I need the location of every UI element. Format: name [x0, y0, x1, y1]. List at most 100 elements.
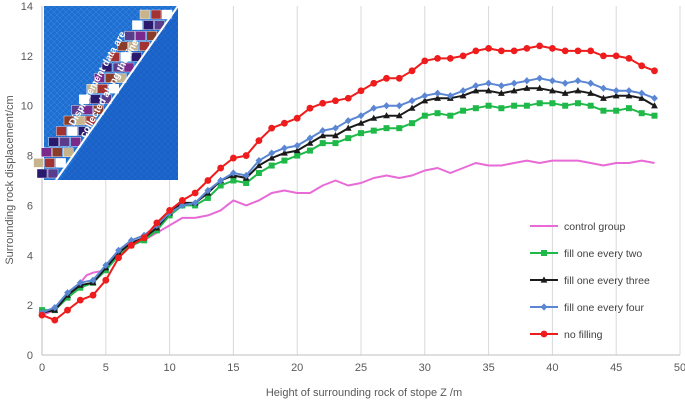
data-point: [293, 114, 301, 122]
data-point: [357, 87, 365, 95]
data-point: [497, 82, 505, 90]
inset-block: [48, 136, 59, 147]
data-point: [332, 97, 339, 105]
data-point: [370, 79, 378, 87]
data-point: [510, 87, 518, 94]
x-tick-labels: 0 5 10 15 20 25 30 35 40 45 50: [39, 362, 685, 374]
data-point: [561, 47, 569, 55]
data-point: [191, 189, 199, 197]
y-tick-6: 6: [27, 200, 33, 212]
x-tick-50: 50: [674, 362, 685, 374]
data-point: [485, 102, 492, 109]
data-point: [332, 140, 339, 147]
data-point: [549, 44, 556, 52]
inset-block: [82, 105, 93, 115]
data-point: [421, 92, 429, 100]
data-point: [383, 102, 390, 110]
data-point: [523, 84, 531, 91]
data-point: [281, 149, 288, 156]
series-4: [38, 42, 658, 324]
data-point: [651, 67, 658, 75]
data-point: [89, 291, 97, 299]
inset-block: [70, 136, 82, 147]
data-point: [102, 276, 110, 284]
data-point: [345, 135, 352, 142]
data-point: [268, 162, 275, 169]
data-point: [446, 92, 454, 100]
data-point: [281, 144, 288, 152]
data-point: [613, 107, 620, 114]
data-point: [255, 170, 262, 177]
inset-block: [116, 41, 128, 51]
data-point: [651, 94, 658, 102]
x-tick-45: 45: [610, 362, 622, 374]
data-point: [268, 124, 276, 132]
data-point: [204, 194, 211, 201]
data-point: [64, 306, 71, 314]
data-point: [255, 161, 263, 169]
data-point: [447, 112, 454, 119]
series-line-0: [41, 159, 655, 317]
data-point: [344, 117, 352, 125]
data-point: [127, 236, 135, 244]
data-point: [255, 156, 263, 165]
data-point: [497, 89, 505, 96]
data-point: [600, 107, 607, 114]
data-point: [230, 177, 237, 184]
x-tick-40: 40: [546, 362, 558, 374]
data-point: [510, 47, 518, 55]
data-point: [587, 89, 595, 96]
data-point: [217, 164, 225, 172]
data-point: [383, 125, 390, 132]
data-point: [178, 201, 186, 210]
inset-block: [74, 115, 86, 126]
data-point: [166, 207, 174, 214]
legend-marker-1: [541, 250, 547, 256]
inset-block: [127, 41, 139, 51]
data-point: [651, 112, 658, 119]
series-3: [38, 74, 658, 317]
x-tick-10: 10: [163, 362, 175, 374]
data-point: [204, 177, 212, 184]
data-point: [306, 147, 313, 154]
data-point: [434, 110, 441, 117]
data-point: [625, 54, 633, 62]
data-point: [51, 304, 59, 312]
data-point: [370, 127, 377, 134]
inset-block: [94, 73, 105, 83]
legend-marker-3: [540, 303, 548, 311]
data-point: [383, 74, 390, 82]
data-point: [370, 104, 378, 112]
data-point: [358, 130, 364, 137]
data-point: [625, 92, 633, 99]
inset-block: [120, 52, 131, 62]
data-point: [536, 74, 544, 82]
inset-image: Displacement data are collected along th…: [25, 5, 179, 181]
inset-sampling-line: [55, 5, 179, 181]
data-point: [485, 44, 492, 52]
data-point: [421, 97, 429, 104]
data-point: [600, 94, 607, 101]
data-point: [446, 54, 454, 62]
data-point: [459, 92, 467, 99]
series-lines: [38, 42, 658, 324]
legend-label-1: fill one every two: [564, 248, 642, 260]
y-tick-labels: 0 2 4 6 8 10 12 14: [21, 1, 33, 362]
inset-block: [55, 158, 66, 168]
data-point: [293, 142, 301, 150]
data-point: [306, 104, 314, 112]
x-tick-35: 35: [482, 362, 494, 374]
inset-block: [100, 94, 112, 105]
legend-label-0: control group: [564, 221, 625, 233]
data-point: [395, 112, 403, 119]
y-tick-8: 8: [27, 151, 33, 163]
data-point: [357, 119, 365, 126]
inset-block: [33, 158, 44, 168]
data-point: [383, 112, 390, 119]
inset-block: [112, 62, 124, 73]
data-point: [191, 199, 199, 207]
data-point: [319, 132, 327, 139]
inset-block: [105, 73, 116, 83]
inset-block: [85, 115, 97, 126]
data-point: [561, 79, 569, 87]
